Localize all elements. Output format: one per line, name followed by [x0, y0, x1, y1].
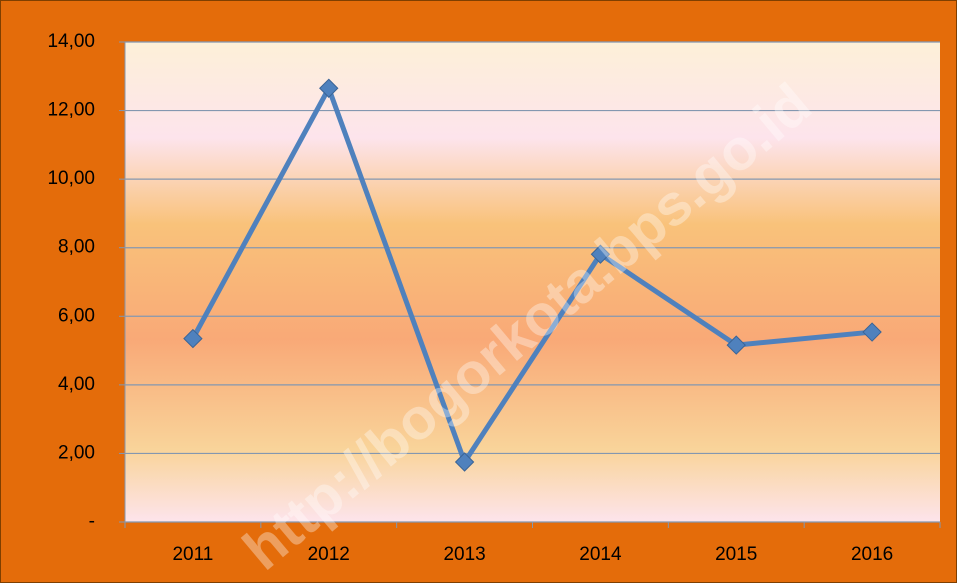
x-tick-label: 2015	[715, 544, 757, 565]
x-tick-label: 2014	[579, 544, 622, 565]
x-tick-label: 2013	[443, 544, 485, 565]
y-tick-label: 8,00	[58, 237, 95, 258]
x-tick-label: 2012	[308, 544, 350, 565]
marker	[726, 335, 746, 355]
y-tick-label: 10,00	[47, 168, 95, 189]
marker	[590, 244, 611, 264]
line	[190, 85, 873, 465]
y-tick-label: 6,00	[58, 305, 95, 326]
marker	[319, 78, 339, 98]
marker	[183, 328, 203, 349]
y-tick-label: 14,00	[47, 31, 95, 52]
y-tick-label: 2,00	[58, 442, 95, 463]
x-tick-label: 2016	[851, 544, 893, 565]
marker	[454, 452, 475, 472]
plot-area	[125, 42, 940, 522]
x-tick-label: 2011	[172, 544, 213, 565]
marker	[862, 322, 882, 342]
y-tick-label: 12,00	[47, 100, 95, 121]
y-tick-label: -	[89, 511, 95, 532]
y-tick-label: 4,00	[58, 374, 95, 395]
